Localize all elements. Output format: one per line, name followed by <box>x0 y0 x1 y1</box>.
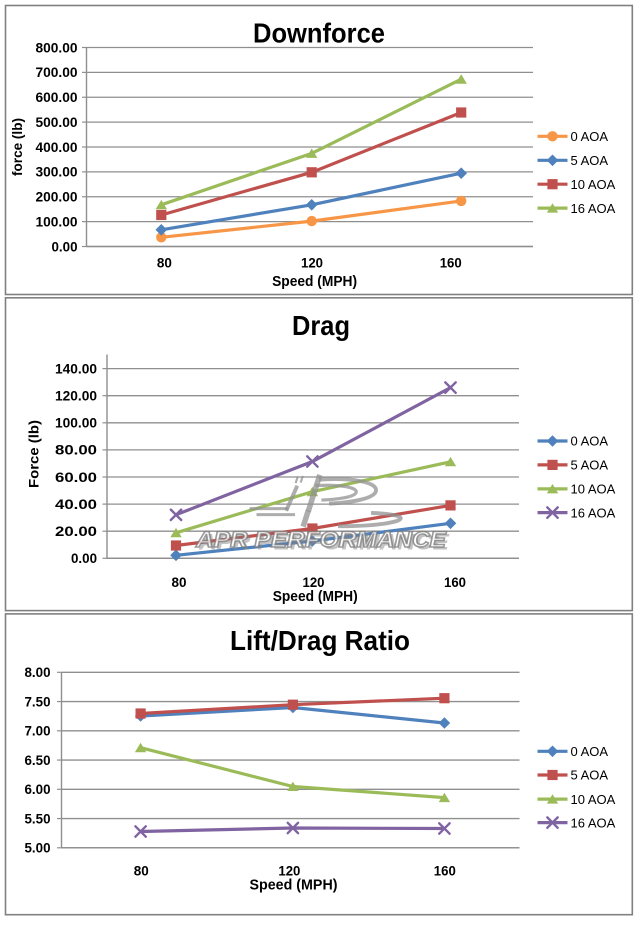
svg-text:5 AOA: 5 AOA <box>571 768 609 783</box>
svg-text:Speed (MPH): Speed (MPH) <box>250 878 338 894</box>
svg-text:7.00: 7.00 <box>25 724 51 739</box>
svg-text:160: 160 <box>434 863 456 879</box>
svg-text:100.00: 100.00 <box>36 214 78 229</box>
svg-text:80.00: 80.00 <box>55 443 97 458</box>
svg-text:120.00: 120.00 <box>55 389 97 404</box>
svg-text:10 AOA: 10 AOA <box>571 177 616 192</box>
svg-text:20.00: 20.00 <box>55 524 97 539</box>
svg-text:16 AOA: 16 AOA <box>571 201 616 216</box>
svg-text:5 AOA: 5 AOA <box>571 153 609 168</box>
svg-text:40.00: 40.00 <box>55 497 97 512</box>
svg-text:0.00: 0.00 <box>52 239 78 254</box>
svg-text:APR PERFORMANCE: APR PERFORMANCE <box>198 530 450 555</box>
svg-text:10 AOA: 10 AOA <box>571 482 616 497</box>
svg-text:16 AOA: 16 AOA <box>571 505 616 520</box>
svg-text:200.00: 200.00 <box>36 190 78 205</box>
svg-text:7.50: 7.50 <box>25 694 51 709</box>
svg-text:Force (lb): Force (lb) <box>26 420 42 488</box>
svg-text:800.00: 800.00 <box>36 40 78 55</box>
svg-text:300.00: 300.00 <box>36 165 78 180</box>
svg-text:700.00: 700.00 <box>36 65 78 80</box>
svg-text:120: 120 <box>301 255 323 271</box>
svg-text:8.00: 8.00 <box>25 665 51 680</box>
svg-text:80: 80 <box>157 255 172 271</box>
svg-text:16 AOA: 16 AOA <box>571 815 616 830</box>
svg-text:Downforce: Downforce <box>253 18 385 49</box>
svg-text:60.00: 60.00 <box>55 470 97 485</box>
svg-text:120: 120 <box>278 863 300 879</box>
svg-text:500.00: 500.00 <box>36 115 78 130</box>
svg-text:80: 80 <box>134 863 149 879</box>
svg-text:force (lb): force (lb) <box>9 118 25 176</box>
svg-text:6.00: 6.00 <box>25 782 51 797</box>
svg-text:APR PERFORMANCE: APR PERFORMANCE <box>195 527 447 552</box>
svg-text:Lift/Drag Ratio: Lift/Drag Ratio <box>230 625 410 656</box>
svg-text:5.00: 5.00 <box>25 841 51 856</box>
svg-text:0 AOA: 0 AOA <box>571 434 609 449</box>
svg-text:0.00: 0.00 <box>71 551 97 566</box>
svg-text:5 AOA: 5 AOA <box>571 458 609 473</box>
svg-text:6.50: 6.50 <box>25 753 51 768</box>
svg-text:10 AOA: 10 AOA <box>571 792 616 807</box>
svg-text:5.50: 5.50 <box>25 811 51 826</box>
svg-text:140.00: 140.00 <box>55 361 97 376</box>
svg-text:400.00: 400.00 <box>36 140 78 155</box>
svg-text:0 AOA: 0 AOA <box>571 744 609 759</box>
svg-text:0 AOA: 0 AOA <box>571 129 609 144</box>
svg-text:Speed (MPH): Speed (MPH) <box>273 589 358 605</box>
svg-text:600.00: 600.00 <box>36 90 78 105</box>
svg-text:120: 120 <box>303 574 325 590</box>
svg-text:100.00: 100.00 <box>55 416 97 431</box>
svg-text:80: 80 <box>172 574 187 590</box>
svg-text:160: 160 <box>440 255 462 271</box>
svg-text:Speed (MPH): Speed (MPH) <box>272 274 357 290</box>
svg-text:160: 160 <box>444 574 466 590</box>
svg-text:Drag: Drag <box>292 310 350 341</box>
